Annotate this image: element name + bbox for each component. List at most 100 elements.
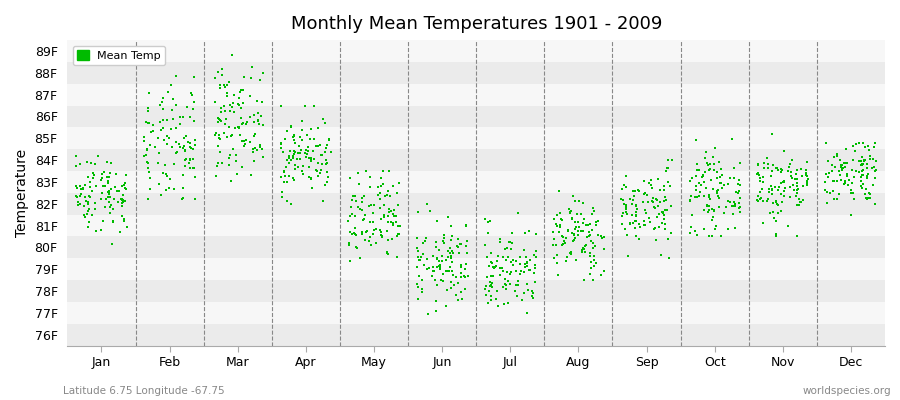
Point xyxy=(732,205,746,211)
Point xyxy=(773,180,788,186)
Point xyxy=(439,267,454,274)
Point xyxy=(349,245,364,251)
Point xyxy=(489,296,503,302)
Point xyxy=(459,223,473,229)
Point xyxy=(756,179,770,185)
Point xyxy=(479,292,493,298)
Point xyxy=(432,263,446,269)
Point xyxy=(141,160,156,166)
Point xyxy=(440,248,454,254)
Point xyxy=(73,161,87,167)
Point xyxy=(381,188,395,194)
Point xyxy=(102,190,116,196)
Point xyxy=(288,162,302,168)
Bar xyxy=(68,280,885,302)
Point xyxy=(629,212,643,218)
Point xyxy=(724,202,739,209)
Point xyxy=(186,74,201,81)
Point xyxy=(696,172,710,178)
Point xyxy=(644,185,659,191)
Point xyxy=(292,134,307,140)
Point xyxy=(500,300,515,307)
Point xyxy=(363,184,377,190)
Point xyxy=(446,268,460,274)
Bar xyxy=(68,324,885,346)
Point xyxy=(775,199,789,206)
Point xyxy=(574,249,589,255)
Point xyxy=(217,102,231,109)
Point xyxy=(845,167,859,174)
Point xyxy=(629,218,643,224)
Point xyxy=(101,180,115,186)
Point xyxy=(410,235,425,241)
Point xyxy=(709,168,724,175)
Point xyxy=(256,121,270,128)
Point xyxy=(347,230,362,237)
Point xyxy=(656,198,670,204)
Point xyxy=(298,102,312,109)
Point xyxy=(86,171,101,178)
Point xyxy=(292,143,306,149)
Point xyxy=(648,225,662,231)
Point xyxy=(274,140,288,147)
Point xyxy=(868,201,882,207)
Point xyxy=(365,231,380,237)
Point xyxy=(727,201,742,207)
Point xyxy=(862,191,877,197)
Point xyxy=(356,216,371,222)
Point xyxy=(444,237,458,244)
Point xyxy=(450,244,464,250)
Point xyxy=(357,236,372,243)
Point xyxy=(505,230,519,236)
Point xyxy=(454,289,468,295)
Point xyxy=(571,210,585,217)
Point xyxy=(81,199,95,205)
Point xyxy=(159,173,174,180)
Point xyxy=(526,290,540,296)
Bar xyxy=(68,302,885,324)
Point xyxy=(312,170,327,176)
Point xyxy=(575,227,590,234)
Point xyxy=(757,160,771,166)
Point xyxy=(410,281,424,287)
Point xyxy=(566,236,580,243)
Point xyxy=(855,172,869,178)
Point xyxy=(830,151,844,158)
Point xyxy=(158,171,173,177)
Point xyxy=(179,104,194,110)
Point xyxy=(310,168,324,174)
Point xyxy=(347,193,362,199)
Point xyxy=(709,223,724,229)
Point xyxy=(727,164,742,171)
Bar xyxy=(68,236,885,258)
Point xyxy=(833,157,848,164)
Point xyxy=(527,270,542,276)
Point xyxy=(566,193,580,199)
Point xyxy=(185,165,200,172)
Point xyxy=(382,206,397,212)
Point xyxy=(287,151,302,157)
Point xyxy=(753,194,768,201)
Point xyxy=(116,192,130,198)
Point xyxy=(304,156,319,162)
Point xyxy=(493,236,508,242)
Point xyxy=(345,230,359,237)
Point xyxy=(841,182,855,188)
Point xyxy=(151,135,166,141)
Point xyxy=(235,164,249,170)
Point xyxy=(770,187,785,193)
Point xyxy=(301,144,315,150)
Point xyxy=(790,190,805,196)
Point xyxy=(697,193,711,200)
Point xyxy=(867,144,881,150)
Point xyxy=(567,230,581,237)
Point xyxy=(626,188,641,194)
Point xyxy=(765,200,779,206)
Point xyxy=(580,221,595,228)
Point xyxy=(688,194,702,200)
Point xyxy=(571,219,585,226)
Point xyxy=(166,116,181,122)
Point xyxy=(546,236,561,242)
Point xyxy=(789,202,804,208)
Point xyxy=(218,84,232,90)
